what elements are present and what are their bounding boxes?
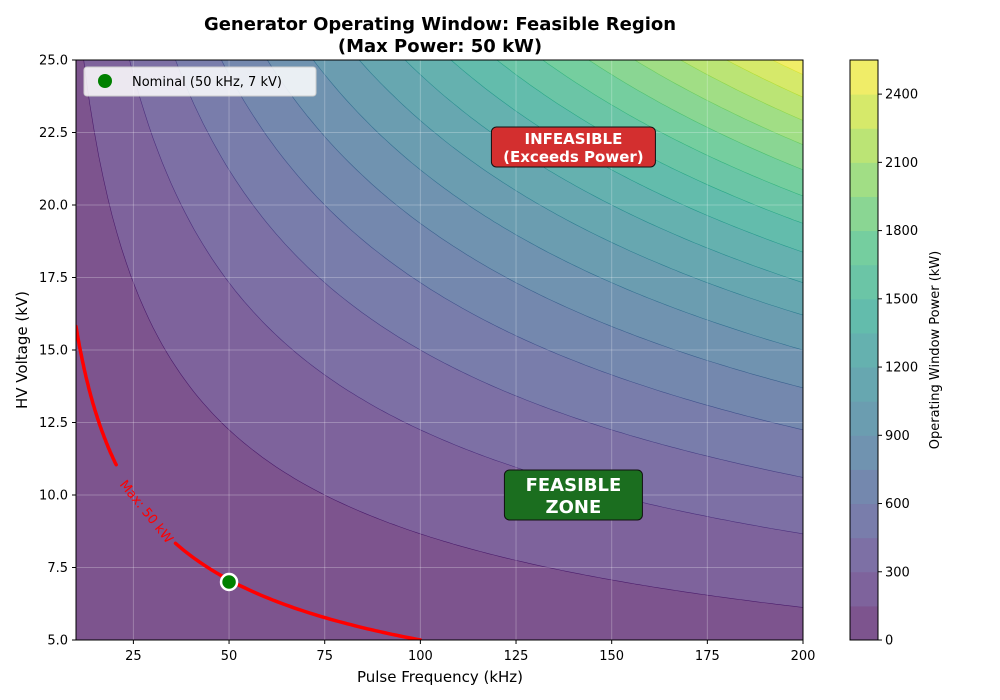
contour-band-15 — [726, 60, 803, 98]
colorbar-tick-label: 1500 — [885, 292, 918, 307]
infeasible-badge-line1: INFEASIBLE — [524, 130, 622, 148]
colorbar-tick-label: 0 — [885, 634, 893, 649]
colorbar-tick-label: 2100 — [885, 156, 918, 171]
feasible-badge-line1: FEASIBLE — [526, 475, 622, 496]
colorbar-tick-label: 600 — [885, 497, 910, 512]
colorbar-band — [850, 537, 878, 573]
colorbar-band — [850, 435, 878, 470]
contour-line-6 — [312, 60, 803, 351]
y-tick-label: 22.5 — [39, 126, 68, 141]
colorbar-tick-label: 300 — [885, 565, 910, 580]
y-tick-label: 10.0 — [39, 489, 68, 504]
x-tick-label: 50 — [221, 649, 238, 664]
colorbar-band — [850, 196, 878, 232]
contour-line-3 — [175, 60, 803, 478]
colorbar-tick-label: 900 — [885, 429, 910, 444]
contour-line-9 — [450, 60, 803, 253]
colorbar-label: Operating Window Power (kW) — [928, 251, 943, 449]
contour-line-14 — [679, 60, 803, 121]
y-tick-label: 12.5 — [39, 416, 68, 431]
x-tick-label: 125 — [504, 649, 529, 664]
colorbar-band — [850, 401, 878, 436]
colorbar-band — [850, 264, 878, 300]
y-tick-label: 5.0 — [47, 634, 68, 649]
colorbar-tick-label: 1800 — [885, 224, 918, 239]
contour-line-1 — [83, 60, 803, 608]
legend-label: Nominal (50 kHz, 7 kV) — [132, 75, 282, 90]
colorbar-band — [850, 605, 878, 641]
contour-line-2 — [129, 60, 803, 535]
colorbar-band — [850, 571, 878, 607]
contour-line-13 — [634, 60, 803, 145]
colorbar-band — [850, 469, 878, 505]
x-tick-label: 100 — [408, 649, 433, 664]
y-tick-label: 25.0 — [39, 54, 68, 69]
points-layer — [219, 572, 239, 592]
colorbar: 0 300 600 900 1200 1500 1800 2100 2400 — [849, 59, 918, 649]
legend: Nominal (50 kHz, 7 kV) — [83, 66, 317, 97]
plot-area: Max: 50 kW INFEASIBLE(Exceeds Power)FEAS… — [75, 59, 804, 641]
y-tick-label: 15.0 — [39, 344, 68, 359]
x-tick-label: 175 — [695, 649, 720, 664]
infeasible-badge-line2: (Exceeds Power) — [503, 148, 644, 166]
infeasible-badge — [490, 126, 656, 168]
max-power-line-lower — [173, 541, 423, 640]
contour-line-12 — [588, 60, 803, 171]
contour-line-5 — [266, 60, 803, 389]
y-tick-label: 7.5 — [47, 561, 68, 576]
colorbar-band — [850, 503, 878, 539]
legend-marker — [98, 74, 112, 88]
y-tick-label: 20.0 — [39, 199, 68, 214]
nominal-point-marker — [219, 572, 239, 592]
y-axis: 5.0 7.5 10.0 12.5 15.0 17.5 20.0 22.5 25.0 — [39, 54, 76, 649]
feasible-badge-line2: ZONE — [546, 497, 602, 518]
x-tick-label: 200 — [791, 649, 816, 664]
colorbar-tick-label: 1200 — [885, 361, 918, 376]
contour-line-10 — [496, 60, 803, 224]
feasible-badge — [503, 469, 643, 521]
contour-line-7 — [358, 60, 803, 316]
contour-line-8 — [404, 60, 803, 283]
chart-title-line1: Generator Operating Window: Feasible Reg… — [204, 14, 676, 35]
contour-line-11 — [542, 60, 803, 197]
colorbar-band — [850, 60, 878, 95]
legend-box — [83, 66, 317, 97]
chart-title-line2: (Max Power: 50 kW) — [338, 36, 542, 57]
contour-line-4 — [221, 60, 803, 431]
colorbar-tick-label: 2400 — [885, 88, 918, 103]
colorbar-band — [850, 298, 878, 334]
colorbar-band — [850, 128, 878, 163]
x-axis-label: Pulse Frequency (kHz) — [357, 668, 523, 686]
colorbar-frame — [849, 59, 879, 641]
colorbar-band — [850, 94, 878, 129]
max-power-line-upper — [76, 324, 118, 467]
colorbar-band — [850, 230, 878, 266]
x-tick-label: 150 — [599, 649, 624, 664]
y-tick-label: 17.5 — [39, 271, 68, 286]
x-tick-label: 75 — [316, 649, 333, 664]
colorbar-band — [850, 162, 878, 197]
x-tick-label: 25 — [125, 649, 142, 664]
x-axis: 25 50 75 100 125 150 175 200 — [125, 640, 815, 664]
contour-line-layer — [83, 60, 803, 608]
y-axis-label: HV Voltage (kV) — [13, 291, 31, 409]
colorbar-band — [850, 367, 878, 402]
colorbar-band — [850, 332, 878, 368]
